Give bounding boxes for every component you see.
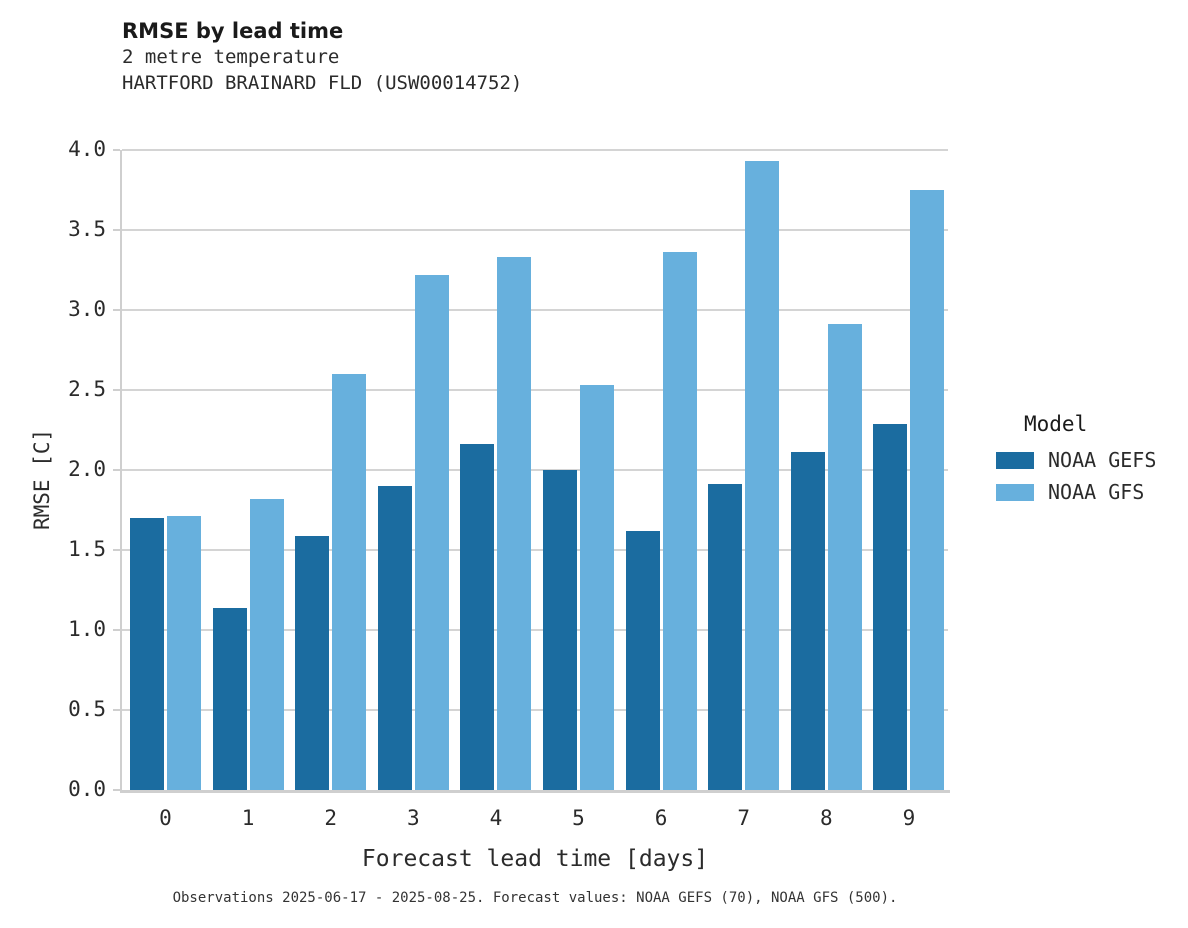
y-axis-tick-label: 3.5 bbox=[68, 217, 106, 241]
legend-item-label: NOAA GEFS bbox=[1048, 448, 1157, 472]
bar-noaa-gefs-lead-9 bbox=[873, 423, 908, 790]
x-axis-tick-label: 7 bbox=[737, 806, 751, 830]
bar-noaa-gefs-lead-8 bbox=[790, 452, 825, 790]
bar-noaa-gefs-lead-6 bbox=[625, 530, 660, 790]
legend-swatch-icon bbox=[996, 483, 1034, 501]
bars-container bbox=[122, 150, 948, 790]
y-axis-tick bbox=[113, 709, 120, 711]
y-axis-tick-label: 0.0 bbox=[68, 777, 106, 801]
gridline bbox=[122, 229, 948, 231]
gridline bbox=[122, 309, 948, 311]
footer-caption: Observations 2025-06-17 - 2025-08-25. Fo… bbox=[172, 890, 898, 906]
y-axis-tick-label: 4.0 bbox=[68, 137, 106, 161]
bar-noaa-gfs-lead-8 bbox=[827, 324, 862, 790]
bar-noaa-gefs-lead-7 bbox=[708, 484, 743, 790]
y-axis-tick bbox=[113, 149, 120, 151]
gridline bbox=[122, 149, 948, 151]
chart-subtitle-station: HARTFORD BRAINARD FLD (USW00014752) bbox=[122, 72, 523, 94]
legend-swatch-icon bbox=[996, 451, 1034, 469]
legend-items: NOAA GEFS NOAA GFS bbox=[996, 448, 1186, 504]
bar-noaa-gefs-lead-2 bbox=[295, 535, 330, 790]
x-axis-tick-label: 2 bbox=[324, 806, 338, 830]
x-axis-tick-label: 5 bbox=[572, 806, 585, 830]
bar-noaa-gfs-lead-2 bbox=[332, 374, 367, 790]
x-axis-tick-label: 4 bbox=[489, 806, 503, 830]
y-axis-tick-label: 1.0 bbox=[68, 617, 106, 641]
bar-noaa-gfs-lead-6 bbox=[662, 252, 697, 790]
bar-noaa-gefs-lead-0 bbox=[130, 518, 164, 790]
legend-item-label: NOAA GFS bbox=[1048, 480, 1145, 504]
y-axis-tick bbox=[113, 309, 120, 311]
y-axis-tick bbox=[113, 469, 120, 471]
gridline bbox=[122, 469, 948, 471]
bar-noaa-gefs-lead-3 bbox=[377, 486, 412, 790]
x-axis-tick-label: 6 bbox=[654, 806, 668, 830]
legend-item[interactable]: NOAA GEFS bbox=[996, 448, 1186, 472]
x-axis-tick-label: 3 bbox=[406, 806, 420, 830]
y-axis-tick-label: 2.0 bbox=[68, 457, 106, 481]
gridline bbox=[122, 709, 948, 711]
x-axis-tick-label: 0 bbox=[159, 806, 172, 830]
y-axis-label: RMSE [C] bbox=[30, 428, 54, 530]
chart-header: RMSE by lead time 2 metre temperature HA… bbox=[122, 18, 1022, 96]
bar-noaa-gfs-lead-9 bbox=[910, 190, 945, 790]
bar-noaa-gfs-lead-1 bbox=[249, 498, 284, 790]
bar-noaa-gfs-lead-3 bbox=[414, 274, 449, 790]
page-title: RMSE by lead time bbox=[122, 19, 344, 43]
x-axis-tick-label: 9 bbox=[902, 806, 916, 830]
gridline bbox=[122, 389, 948, 391]
bar-noaa-gefs-lead-4 bbox=[460, 444, 495, 790]
gridline bbox=[122, 629, 948, 631]
y-axis-tick bbox=[113, 549, 120, 551]
bar-noaa-gefs-lead-5 bbox=[543, 470, 577, 790]
x-axis-tick-label: 1 bbox=[241, 806, 255, 830]
y-axis-tick bbox=[113, 629, 120, 631]
legend-item[interactable]: NOAA GFS bbox=[996, 480, 1186, 504]
y-axis-tick bbox=[113, 389, 120, 391]
bar-noaa-gfs-lead-5 bbox=[580, 385, 614, 790]
x-axis-tick-label: 8 bbox=[819, 806, 833, 830]
chart-subtitle-variable: 2 metre temperature bbox=[122, 46, 340, 68]
y-axis-tick bbox=[113, 789, 120, 791]
bar-noaa-gfs-lead-4 bbox=[497, 257, 532, 790]
legend: Model NOAA GEFS NOAA GFS bbox=[996, 412, 1186, 512]
y-axis-tick-label: 3.0 bbox=[68, 297, 106, 321]
x-axis-spine bbox=[120, 790, 950, 793]
gridline bbox=[122, 549, 948, 551]
bar-noaa-gefs-lead-1 bbox=[212, 607, 247, 790]
y-axis-spine bbox=[120, 150, 122, 792]
y-axis-tick-label: 2.5 bbox=[68, 377, 106, 401]
legend-title: Model bbox=[1024, 412, 1088, 436]
y-axis-tick-label: 0.5 bbox=[68, 697, 106, 721]
bar-noaa-gfs-lead-7 bbox=[745, 161, 780, 790]
x-axis-label: Forecast lead time [days] bbox=[361, 846, 709, 872]
y-axis-tick bbox=[113, 229, 120, 231]
y-axis-tick-label: 1.5 bbox=[68, 537, 106, 561]
bar-noaa-gfs-lead-0 bbox=[167, 516, 201, 790]
